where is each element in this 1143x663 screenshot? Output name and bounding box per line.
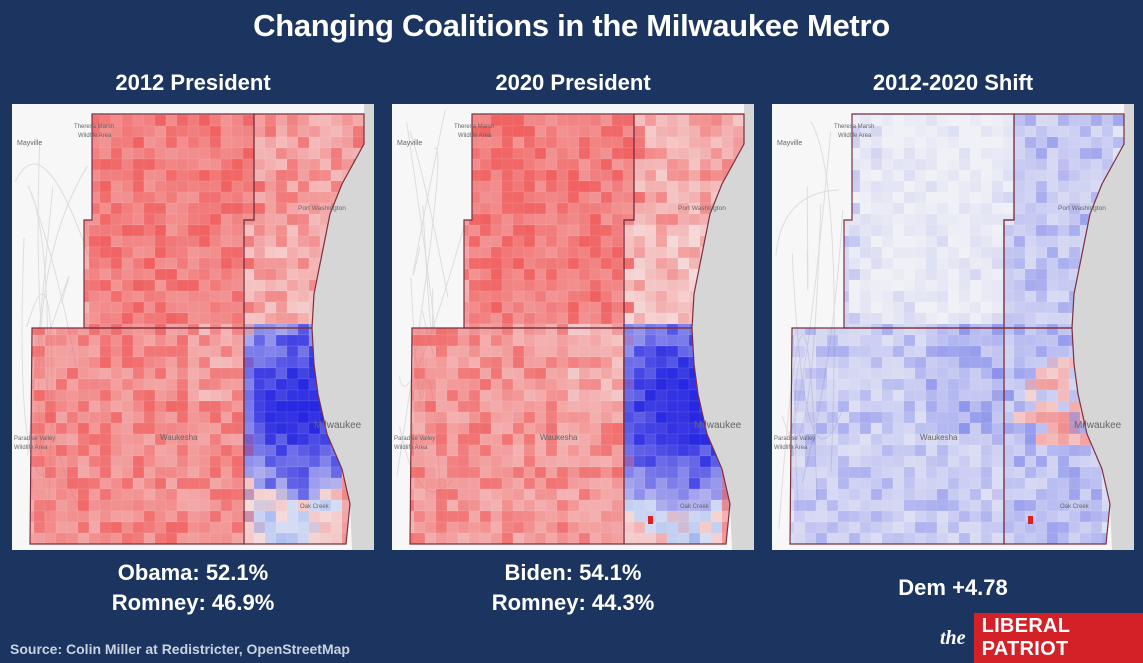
panel-title-2012: 2012 President <box>115 70 271 95</box>
brand-name: LIBERAL PATRIOT <box>973 613 1143 663</box>
svg-text:Wildlife Area: Wildlife Area <box>774 445 808 451</box>
svg-text:Milwaukee: Milwaukee <box>694 420 742 431</box>
result-romney-2020: Romney: 44.3% <box>491 590 655 615</box>
map-svg-2012: Mayville Theresa Marsh Wildlife Area Port W… <box>12 104 374 550</box>
svg-text:Wildlife Area: Wildlife Area <box>78 133 112 139</box>
svg-text:Waukesha: Waukesha <box>540 433 578 442</box>
panel-title-2020: 2020 President <box>495 70 651 95</box>
svg-text:Theresa Marsh: Theresa Marsh <box>454 124 494 130</box>
result-biden: Biden: 54.1% <box>504 560 642 585</box>
svg-text:Theresa Marsh: Theresa Marsh <box>74 124 114 130</box>
map-2012-2020-shift: Mayville Theresa Marsh Wildlife Area Port W… <box>772 104 1134 550</box>
map-svg-2020: Mayville Theresa Marsh Wildlife Area Port W… <box>392 104 754 550</box>
page-title: Changing Coalitions in the Milwaukee Met… <box>253 8 890 43</box>
svg-text:Paradise Valley: Paradise Valley <box>774 436 815 442</box>
svg-text:Port Washington: Port Washington <box>678 205 726 212</box>
svg-text:Milwaukee: Milwaukee <box>314 420 362 431</box>
svg-text:Wildlife Area: Wildlife Area <box>14 445 48 451</box>
result-dem-shift: Dem +4.78 <box>898 575 1008 600</box>
svg-text:Wildlife Area: Wildlife Area <box>838 133 872 139</box>
svg-text:Paradise Valley: Paradise Valley <box>14 436 55 442</box>
svg-text:Wildlife Area: Wildlife Area <box>458 133 492 139</box>
panel-title-shift: 2012-2020 Shift <box>872 70 1034 95</box>
source-credit: Source: Colin Miller at Redistricter, Op… <box>10 641 350 657</box>
brand-the: the <box>940 626 966 649</box>
svg-text:Oak Creek: Oak Creek <box>680 504 710 510</box>
result-romney-2012: Romney: 46.9% <box>111 590 275 615</box>
map-2012-president: Mayville Theresa Marsh Wildlife Area Port W… <box>12 104 374 550</box>
svg-text:Port Washington: Port Washington <box>1058 205 1106 212</box>
result-obama: Obama: 52.1% <box>117 560 269 585</box>
svg-text:Mayville: Mayville <box>777 140 802 147</box>
svg-text:Wildlife Area: Wildlife Area <box>394 445 428 451</box>
svg-text:Oak Creek: Oak Creek <box>300 504 330 510</box>
svg-text:Mayville: Mayville <box>17 140 42 147</box>
svg-text:Theresa Marsh: Theresa Marsh <box>834 124 874 130</box>
svg-text:Port Washington: Port Washington <box>298 205 346 212</box>
svg-text:Oak Creek: Oak Creek <box>1060 504 1090 510</box>
svg-text:Milwaukee: Milwaukee <box>1074 420 1122 431</box>
map-svg-shift: Mayville Theresa Marsh Wildlife Area Port W… <box>772 104 1134 550</box>
svg-text:Waukesha: Waukesha <box>920 433 958 442</box>
map-2020-president: Mayville Theresa Marsh Wildlife Area Port W… <box>392 104 754 550</box>
svg-text:Mayville: Mayville <box>397 140 422 147</box>
svg-text:Waukesha: Waukesha <box>160 433 198 442</box>
svg-text:Paradise Valley: Paradise Valley <box>394 436 435 442</box>
brand-logo: the LIBERAL PATRIOT <box>940 613 1143 663</box>
